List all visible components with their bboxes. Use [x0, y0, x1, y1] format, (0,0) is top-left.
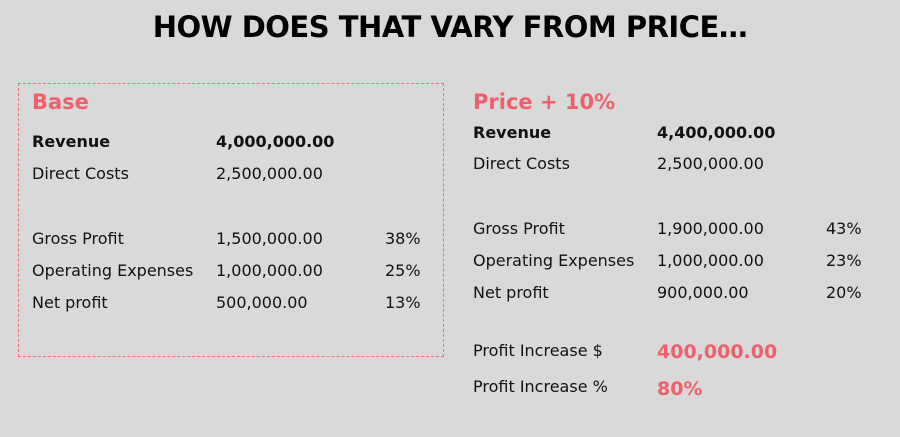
base-net-profit-value: 500,000.00: [216, 293, 308, 312]
base-operating-expenses-pct: 25%: [385, 261, 421, 280]
price-up-gross-profit-pct: 43%: [826, 219, 862, 238]
price-up-direct-costs-value: 2,500,000.00: [657, 154, 764, 173]
base-operating-expenses-label: Operating Expenses: [32, 261, 194, 280]
price-up-heading: Price + 10%: [473, 90, 616, 114]
price-up-direct-costs-label: Direct Costs: [473, 154, 570, 173]
base-heading: Base: [32, 90, 89, 114]
price-up-gross-profit-label: Gross Profit: [473, 219, 565, 238]
price-up-net-profit-value: 900,000.00: [657, 283, 749, 302]
price-up-operating-expenses-pct: 23%: [826, 251, 862, 270]
profit-increase-pct-label: Profit Increase %: [473, 377, 608, 396]
base-gross-profit-pct: 38%: [385, 229, 421, 248]
base-direct-costs-value: 2,500,000.00: [216, 164, 323, 183]
price-up-gross-profit-value: 1,900,000.00: [657, 219, 764, 238]
base-revenue-value: 4,000,000.00: [216, 132, 335, 151]
slide-title: HOW DOES THAT VARY FROM PRICE…: [152, 10, 748, 44]
price-up-operating-expenses-value: 1,000,000.00: [657, 251, 764, 270]
profit-increase-dollar-label: Profit Increase $: [473, 341, 603, 360]
base-net-profit-pct: 13%: [385, 293, 421, 312]
price-up-revenue-label: Revenue: [473, 123, 552, 142]
base-net-profit-label: Net profit: [32, 293, 108, 312]
base-gross-profit-label: Gross Profit: [32, 229, 124, 248]
price-up-net-profit-label: Net profit: [473, 283, 549, 302]
base-scenario-box: [18, 83, 444, 357]
profit-increase-dollar-value: 400,000.00: [657, 341, 778, 363]
base-revenue-label: Revenue: [32, 132, 111, 151]
base-direct-costs-label: Direct Costs: [32, 164, 129, 183]
base-operating-expenses-value: 1,000,000.00: [216, 261, 323, 280]
price-up-operating-expenses-label: Operating Expenses: [473, 251, 635, 270]
price-up-revenue-value: 4,400,000.00: [657, 123, 776, 142]
base-gross-profit-value: 1,500,000.00: [216, 229, 323, 248]
price-up-net-profit-pct: 20%: [826, 283, 862, 302]
profit-increase-pct-value: 80%: [657, 378, 703, 400]
